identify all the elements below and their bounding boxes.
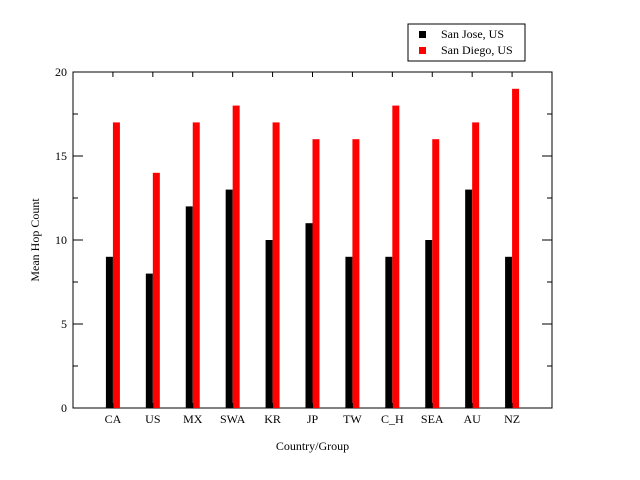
bar-san-diego bbox=[432, 139, 440, 408]
bar-san-jose bbox=[145, 273, 153, 408]
x-tick-label: SWA bbox=[220, 412, 246, 426]
bar-san-diego bbox=[112, 122, 120, 409]
bar-san-jose bbox=[385, 256, 393, 408]
x-tick-label: US bbox=[145, 412, 160, 426]
x-axis: CA US MX SWA KR JP TW C_H SEA AU NZ bbox=[105, 72, 520, 426]
bar-san-jose bbox=[225, 189, 233, 408]
bar-san-jose bbox=[345, 256, 353, 408]
x-tick-label: NZ bbox=[504, 412, 520, 426]
bar-san-jose bbox=[465, 189, 473, 408]
y-tick-label: 0 bbox=[61, 401, 67, 415]
x-axis-label: Country/Group bbox=[276, 439, 349, 453]
legend: San Jose, US San Diego, US bbox=[407, 23, 526, 62]
x-tick-label: AU bbox=[463, 412, 481, 426]
bar-san-jose bbox=[505, 256, 513, 408]
y-axis-label: Mean Hop Count bbox=[28, 198, 42, 282]
bar-san-diego bbox=[472, 122, 480, 409]
legend-label: San Diego, US bbox=[441, 43, 513, 57]
legend-label: San Jose, US bbox=[441, 27, 504, 41]
x-tick-label: CA bbox=[105, 412, 122, 426]
bar-san-jose bbox=[185, 206, 193, 408]
y-axis: 0 5 10 15 20 bbox=[55, 65, 552, 415]
bar-san-diego bbox=[352, 139, 360, 408]
bar-san-diego bbox=[192, 122, 200, 409]
bar-san-diego bbox=[272, 122, 280, 409]
y-tick-label: 20 bbox=[55, 65, 67, 79]
x-tick-label: SEA bbox=[421, 412, 444, 426]
bar-san-diego bbox=[152, 172, 160, 408]
bar-san-diego bbox=[512, 88, 520, 409]
bar-san-diego bbox=[232, 105, 240, 408]
y-tick-label: 10 bbox=[55, 233, 67, 247]
legend-swatch bbox=[419, 47, 426, 54]
legend-box bbox=[407, 23, 526, 62]
bars-group bbox=[105, 88, 520, 409]
bar-san-jose bbox=[305, 223, 313, 408]
x-tick-label: MX bbox=[183, 412, 203, 426]
y-tick-label: 5 bbox=[61, 317, 67, 331]
bar-san-diego bbox=[312, 139, 320, 408]
bar-san-jose bbox=[265, 240, 273, 408]
x-tick-label: JP bbox=[307, 412, 319, 426]
y-tick-label: 15 bbox=[55, 149, 67, 163]
x-tick-label: C_H bbox=[381, 412, 404, 426]
bar-san-diego bbox=[392, 105, 400, 408]
legend-swatch bbox=[419, 31, 426, 38]
x-tick-label: TW bbox=[343, 412, 362, 426]
bar-san-jose bbox=[425, 240, 433, 408]
x-tick-label: KR bbox=[264, 412, 281, 426]
bar-san-jose bbox=[105, 256, 113, 408]
